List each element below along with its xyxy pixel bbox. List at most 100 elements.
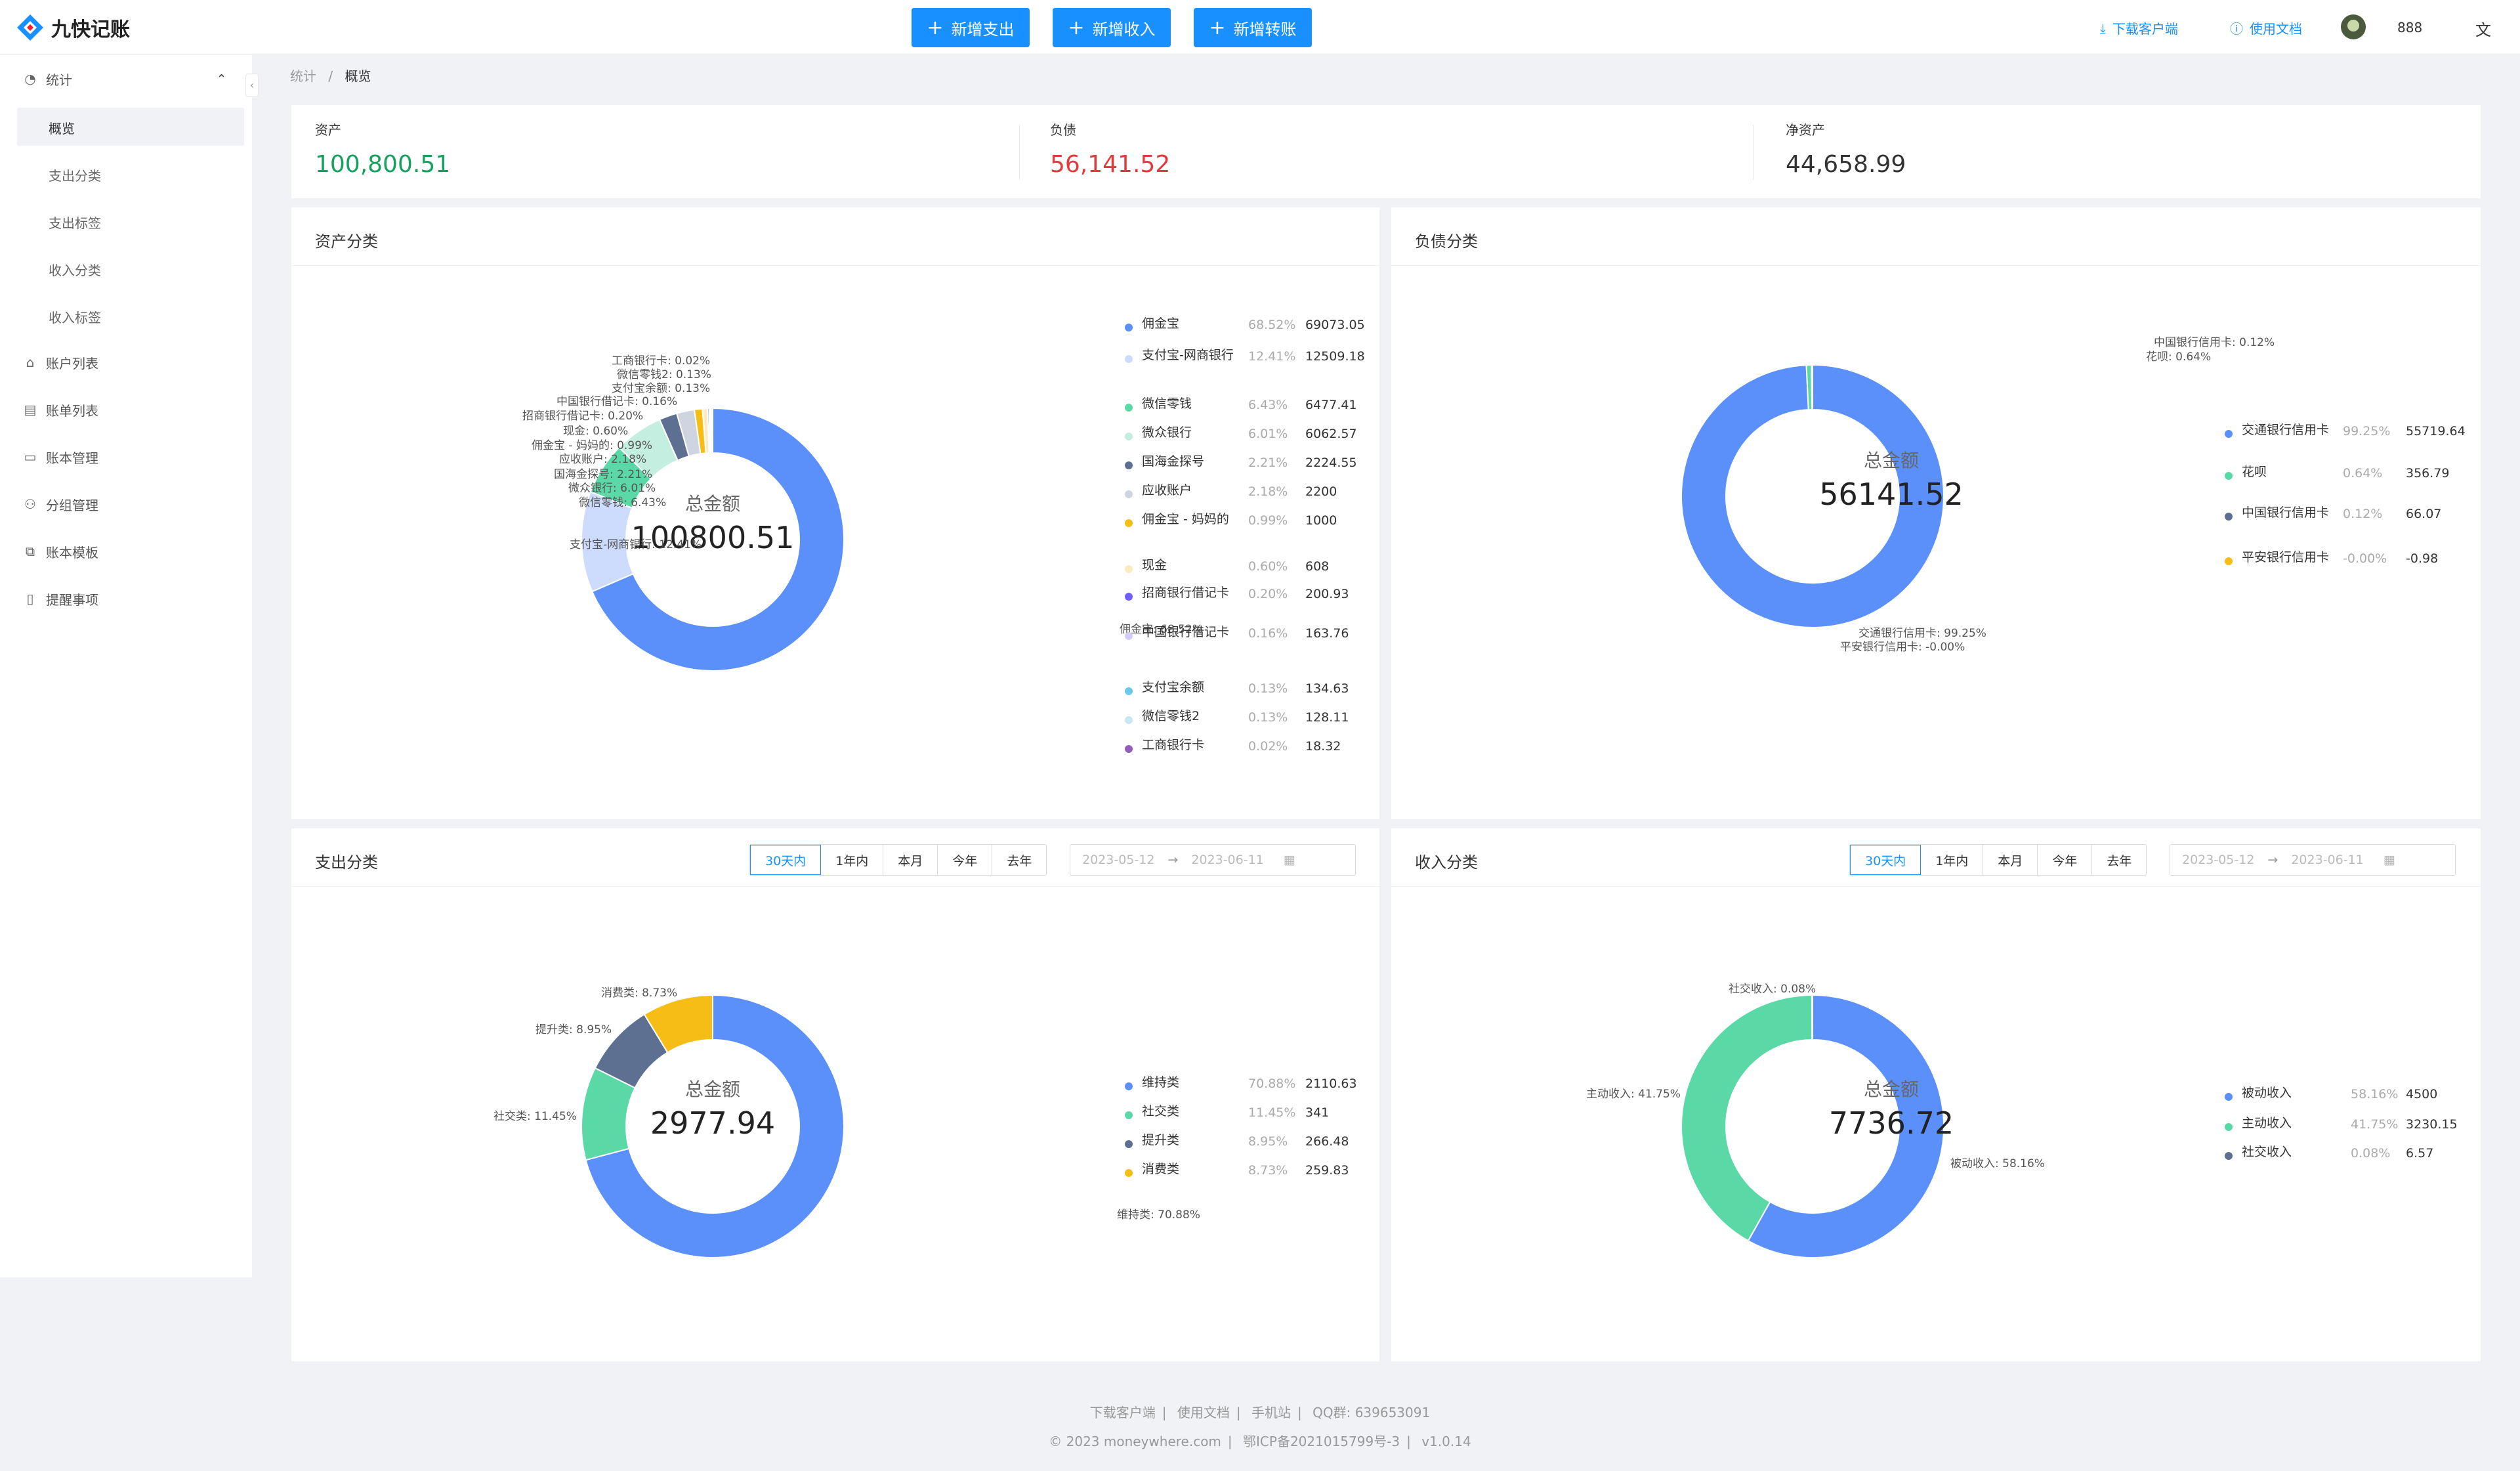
legend-item[interactable]: 佣金宝 68.52% 69073.05 bbox=[1125, 316, 1387, 337]
sidebar-sub-expense-tag[interactable]: 支出标签 bbox=[49, 215, 101, 231]
sidebar-item-books[interactable]: ▭ 账本管理 bbox=[0, 437, 252, 477]
donut-slice[interactable] bbox=[591, 407, 845, 672]
sidebar-sub-income-tag[interactable]: 收入标签 bbox=[49, 310, 101, 326]
question-icon: ⓘ bbox=[2230, 21, 2243, 37]
sidebar-item-groups[interactable]: ⚇ 分组管理 bbox=[0, 484, 252, 524]
donut-slice[interactable] bbox=[1747, 994, 1944, 1258]
users-icon: ⚇ bbox=[24, 496, 36, 512]
legend-item[interactable]: 微信零钱 6.43% 6477.41 bbox=[1125, 396, 1387, 417]
sidebar-item-bills[interactable]: ▤ 账单列表 bbox=[0, 390, 252, 429]
legend-item[interactable]: 支付宝余额 0.13% 134.63 bbox=[1125, 680, 1387, 701]
range-last-year[interactable]: 去年 bbox=[2107, 853, 2132, 868]
add-transfer-label: 新增转账 bbox=[1233, 20, 1297, 39]
legend-item[interactable]: 主动收入 41.75% 3230.15 bbox=[2225, 1116, 2487, 1137]
range-this-month[interactable]: 本月 bbox=[1983, 845, 2038, 875]
slice-label: 社交类: 11.45% bbox=[494, 1110, 577, 1123]
avatar[interactable] bbox=[2341, 14, 2366, 39]
legend-item[interactable]: 中国银行信用卡 0.12% 66.07 bbox=[2225, 505, 2487, 526]
footer-link[interactable]: 手机站 bbox=[1251, 1405, 1291, 1420]
slice-label: 工商银行卡: 0.02% bbox=[612, 354, 711, 368]
center-total: 100800.51 bbox=[631, 520, 795, 555]
slice-label: 微众银行: 6.01% bbox=[568, 482, 656, 495]
legend-item[interactable]: 社交收入 0.08% 6.57 bbox=[2225, 1145, 2487, 1166]
legend-item[interactable]: 佣金宝 - 妈妈的 0.99% 1000 bbox=[1125, 512, 1387, 533]
chevron-up-icon: ⌃ bbox=[217, 72, 227, 86]
legend-marker bbox=[1125, 1082, 1133, 1090]
range-this-month[interactable]: 本月 bbox=[883, 845, 938, 875]
legend-item[interactable]: 交通银行信用卡 99.25% 55719.64 bbox=[2225, 423, 2487, 444]
legend-item[interactable]: 支付宝-网商银行 12.41% 12509.18 bbox=[1125, 348, 1387, 369]
legend-item[interactable]: 现金 0.60% 608 bbox=[1125, 558, 1387, 579]
range-this-year[interactable]: 今年 bbox=[2038, 845, 2093, 875]
docs-link[interactable]: ⓘ 使用文档 bbox=[2230, 18, 2302, 37]
donut-slice[interactable] bbox=[1811, 994, 1813, 1041]
legend-percent: -0.00% bbox=[2343, 551, 2387, 566]
center-label: 总金额 bbox=[1863, 450, 1919, 471]
add-expense-button[interactable]: + 新增支出 bbox=[912, 8, 1030, 47]
legend-item[interactable]: 中国银行借记卡 0.16% 163.76 bbox=[1125, 625, 1387, 646]
legend-name: 中国银行信用卡 bbox=[2242, 505, 2330, 520]
breadcrumb-parent[interactable]: 统计 bbox=[290, 68, 316, 84]
sidebar-item-templates[interactable]: ⧉ 账本模板 bbox=[0, 532, 252, 571]
legend-marker bbox=[1125, 490, 1133, 498]
sidebar-sub-expense-category[interactable]: 支出分类 bbox=[49, 168, 101, 184]
collapse-sidebar-handle[interactable]: ‹ bbox=[245, 74, 259, 97]
legend-item[interactable]: 应收账户 2.18% 2200 bbox=[1125, 483, 1387, 504]
date-start[interactable]: 2023-05-12 bbox=[2182, 853, 2255, 867]
donut-slice[interactable] bbox=[585, 994, 845, 1258]
income-donut-chart[interactable] bbox=[1391, 828, 2481, 1361]
range-1-year[interactable]: 1年内 bbox=[1921, 845, 1984, 875]
donut-slice[interactable] bbox=[1681, 994, 1813, 1242]
sidebar-item-reminders[interactable]: ▯ 提醒事项 bbox=[0, 579, 252, 618]
legend-item[interactable]: 消费类 8.73% 259.83 bbox=[1125, 1162, 1387, 1183]
footer-link[interactable]: QQ群: 639653091 bbox=[1312, 1405, 1431, 1420]
legend-item[interactable]: 招商银行借记卡 0.20% 200.93 bbox=[1125, 586, 1387, 607]
legend-item[interactable]: 平安银行信用卡 -0.00% -0.98 bbox=[2225, 550, 2487, 571]
donut-slice[interactable] bbox=[643, 994, 713, 1054]
legend-item[interactable]: 社交类 11.45% 341 bbox=[1125, 1104, 1387, 1125]
legend-item[interactable]: 被动收入 58.16% 4500 bbox=[2225, 1086, 2487, 1107]
legend-item[interactable]: 微信零钱2 0.13% 128.11 bbox=[1125, 709, 1387, 730]
donut-slice[interactable] bbox=[1681, 364, 1944, 628]
footer-link[interactable]: 使用文档 bbox=[1177, 1405, 1230, 1420]
date-range-picker[interactable]: 2023-05-12 → 2023-06-11 ▦ bbox=[2170, 844, 2456, 876]
sidebar-item-label: 账本模板 bbox=[46, 544, 98, 561]
range-30-days[interactable]: 30天内 bbox=[750, 845, 822, 875]
sidebar-sub-income-category[interactable]: 收入分类 bbox=[49, 263, 101, 278]
debt-donut-chart[interactable] bbox=[1391, 207, 2481, 819]
legend-item[interactable]: 微众银行 6.01% 6062.57 bbox=[1125, 425, 1387, 446]
legend-name: 交通银行信用卡 bbox=[2242, 423, 2330, 437]
footer-link[interactable]: 下载客户端 bbox=[1089, 1405, 1156, 1420]
legend-name: 平安银行信用卡 bbox=[2242, 550, 2330, 565]
username[interactable]: 888 bbox=[2397, 20, 2423, 35]
legend-value: 2200 bbox=[1305, 484, 1337, 499]
expense-donut-chart[interactable] bbox=[291, 828, 1379, 1361]
legend-item[interactable]: 工商银行卡 0.02% 18.32 bbox=[1125, 738, 1387, 759]
download-client-link[interactable]: ⤓ 下载客户端 bbox=[2100, 18, 2178, 37]
legend-name: 社交类 bbox=[1142, 1104, 1180, 1119]
range-1-year[interactable]: 1年内 bbox=[821, 845, 884, 875]
translate-icon[interactable]: 文 bbox=[2475, 21, 2491, 39]
add-transfer-button[interactable]: + 新增转账 bbox=[1194, 8, 1312, 47]
legend-item[interactable]: 维持类 70.88% 2110.63 bbox=[1125, 1075, 1387, 1096]
range-30-days[interactable]: 30天内 bbox=[1850, 845, 1922, 875]
app-logo[interactable]: 九快记账 bbox=[16, 13, 130, 42]
sidebar-item-stats[interactable]: ◔ 统计 ⌃ bbox=[0, 59, 252, 98]
add-income-button[interactable]: + 新增收入 bbox=[1053, 8, 1171, 47]
legend-marker bbox=[1125, 519, 1133, 527]
date-end[interactable]: 2023-06-11 bbox=[1191, 853, 1264, 867]
range-this-year[interactable]: 今年 bbox=[938, 845, 993, 875]
date-range-picker[interactable]: 2023-05-12 → 2023-06-11 ▦ bbox=[1070, 844, 1356, 876]
sidebar-sub-overview[interactable]: 概览 bbox=[49, 121, 75, 137]
range-last-year[interactable]: 去年 bbox=[1007, 853, 1032, 868]
asset-donut-chart[interactable] bbox=[291, 207, 1379, 819]
divider bbox=[291, 886, 1379, 887]
legend-marker bbox=[1125, 1169, 1133, 1177]
legend-item[interactable]: 花呗 0.64% 356.79 bbox=[2225, 465, 2487, 486]
date-end[interactable]: 2023-06-11 bbox=[2291, 853, 2364, 867]
icp-link[interactable]: 鄂ICP备2021015799号-3 bbox=[1243, 1434, 1400, 1449]
legend-item[interactable]: 国海金探号 2.21% 2224.55 bbox=[1125, 454, 1387, 475]
legend-item[interactable]: 提升类 8.95% 266.48 bbox=[1125, 1133, 1387, 1154]
date-start[interactable]: 2023-05-12 bbox=[1082, 853, 1155, 867]
sidebar-item-accounts[interactable]: ⌂ 账户列表 bbox=[0, 343, 252, 382]
